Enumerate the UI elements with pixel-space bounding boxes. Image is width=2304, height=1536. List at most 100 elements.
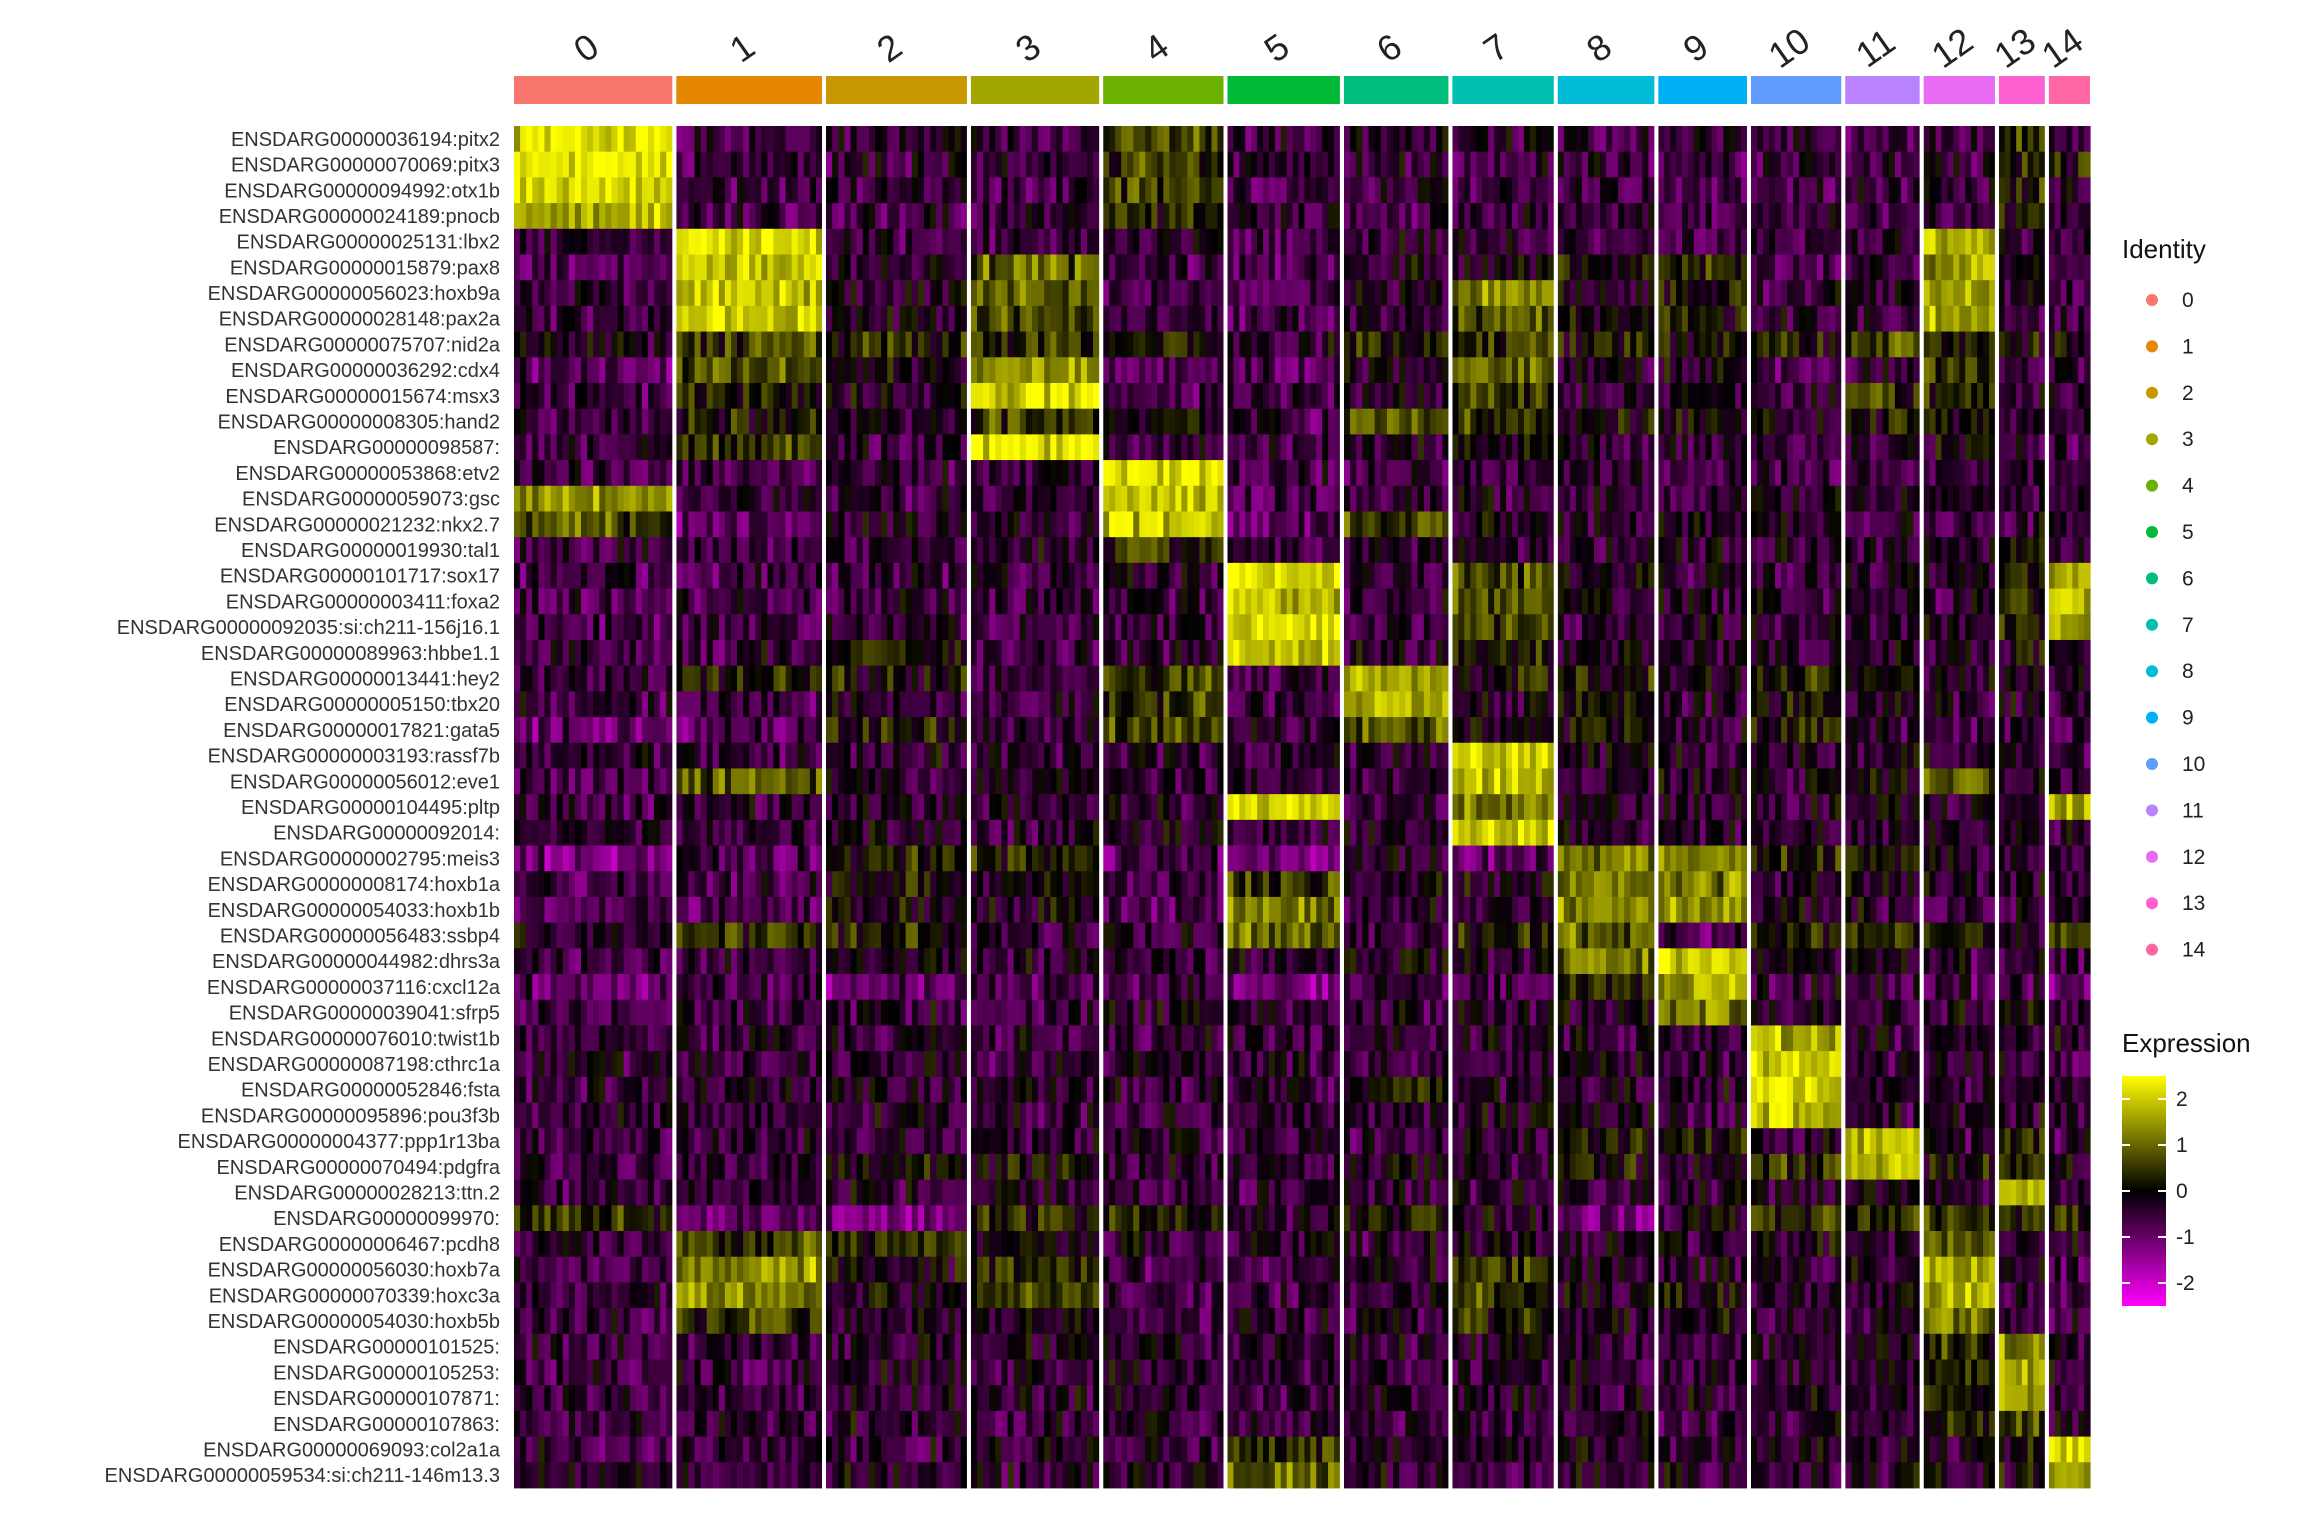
- heat-cell: [1845, 1231, 1921, 1258]
- heat-cell: [970, 1308, 1100, 1335]
- heat-cell: [1998, 434, 2046, 461]
- heat-cell: [1751, 1128, 1842, 1155]
- heat-cell: [1751, 1256, 1842, 1283]
- heat-cell: [1452, 485, 1555, 512]
- heat-cell: [514, 126, 673, 153]
- heat-cell: [1751, 460, 1842, 487]
- identity-key-1: [2146, 340, 2158, 353]
- gene-label: ENSDARG00000056030:hoxb7a: [208, 1260, 501, 1282]
- heat-cell: [676, 665, 823, 692]
- heat-cell: [1751, 254, 1842, 281]
- heat-cell: [1923, 1256, 1996, 1283]
- heat-cell: [970, 1025, 1100, 1052]
- heat-cell: [826, 460, 968, 487]
- heat-cell: [1923, 974, 1996, 1001]
- cluster-separator: [1099, 124, 1104, 1490]
- heat-cell: [970, 1333, 1100, 1360]
- heat-cell: [1557, 305, 1655, 332]
- heat-cell: [1557, 1102, 1655, 1129]
- heat-cell: [826, 1385, 968, 1412]
- heat-cell: [676, 1256, 823, 1283]
- gene-label: ENSDARG00000059534:si:ch211-146m13.3: [105, 1465, 500, 1487]
- cluster-label-14: 14: [2034, 19, 2090, 76]
- heat-cell: [1998, 974, 2046, 1001]
- heat-cell: [514, 614, 673, 641]
- heat-cell: [970, 254, 1100, 281]
- heat-cell: [1103, 1462, 1225, 1489]
- heat-cell: [1343, 1436, 1450, 1463]
- heat-cell: [1751, 896, 1842, 924]
- heat-cell: [1658, 717, 1748, 744]
- heat-cell: [1658, 1025, 1748, 1052]
- heat-cell: [1658, 588, 1748, 615]
- gene-label: ENSDARG00000095896:pou3f3b: [201, 1105, 500, 1127]
- heat-cell: [2048, 177, 2091, 204]
- heat-cell: [970, 768, 1100, 795]
- heat-cell: [1658, 1256, 1748, 1283]
- heat-cell: [1452, 1153, 1555, 1181]
- heat-cell: [826, 151, 968, 178]
- identity-label-12: 12: [2182, 846, 2205, 869]
- heat-cell: [1923, 1436, 1996, 1463]
- identity-label-4: 4: [2182, 475, 2194, 498]
- heat-cell: [1227, 1179, 1341, 1206]
- heat-cell: [1343, 1256, 1450, 1283]
- heat-cell: [970, 1128, 1100, 1155]
- heat-cell: [676, 948, 823, 975]
- heat-cell: [1658, 511, 1748, 538]
- heat-cell: [1557, 691, 1655, 718]
- heat-cell: [1998, 999, 2046, 1026]
- heat-cell: [1923, 1282, 1996, 1309]
- heat-cell: [514, 922, 673, 949]
- heat-cell: [2048, 691, 2091, 718]
- heat-cell: [1557, 254, 1655, 281]
- heat-cell: [1227, 151, 1341, 178]
- heat-cell: [1998, 819, 2046, 846]
- heat-cell: [676, 871, 823, 898]
- heat-cell: [514, 228, 673, 255]
- heat-cell: [1845, 1462, 1921, 1489]
- heat-cell: [1103, 974, 1225, 1001]
- heat-cell: [1998, 382, 2046, 410]
- gene-label: ENSDARG00000101525:: [273, 1337, 500, 1359]
- cluster-bar-12: [1923, 76, 1995, 104]
- heat-cell: [1452, 1256, 1555, 1283]
- heat-cell: [1557, 999, 1655, 1026]
- heat-cell: [1557, 768, 1655, 795]
- heat-cell: [1452, 1205, 1555, 1232]
- heat-cell: [1557, 819, 1655, 846]
- heat-cell: [676, 717, 823, 744]
- cluster-separator: [1994, 124, 1999, 1490]
- heat-cell: [514, 1025, 673, 1052]
- identity-label-3: 3: [2182, 428, 2194, 451]
- heat-cell: [1103, 177, 1225, 204]
- heat-cell: [1343, 665, 1450, 692]
- heat-cell: [514, 588, 673, 615]
- heat-cell: [826, 768, 968, 795]
- heat-cell: [1658, 1436, 1748, 1463]
- heat-cell: [2048, 254, 2091, 281]
- heat-cell: [1845, 511, 1921, 538]
- heat-cell: [1103, 1256, 1225, 1283]
- cluster-bar-14: [2048, 76, 2090, 104]
- gene-label: ENSDARG00000052846:fsta: [241, 1080, 501, 1102]
- heat-cell: [826, 1256, 968, 1283]
- heat-cell: [2048, 460, 2091, 487]
- heat-cell: [1658, 1308, 1748, 1335]
- heat-cell: [1845, 768, 1921, 795]
- heat-cell: [2048, 382, 2091, 410]
- heat-cell: [1343, 845, 1450, 872]
- heat-cell: [1923, 1076, 1996, 1103]
- heat-cell: [1923, 331, 1996, 358]
- heat-cell: [2048, 1153, 2091, 1181]
- heat-cell: [1452, 691, 1555, 718]
- heat-cell: [514, 1308, 673, 1335]
- heat-cell: [1103, 1205, 1225, 1232]
- cluster-bar-11: [1845, 76, 1920, 104]
- heat-cell: [1103, 1153, 1225, 1181]
- heat-cell: [1998, 151, 2046, 178]
- heat-cell: [1452, 845, 1555, 872]
- heat-cell: [1998, 126, 2046, 153]
- heat-cell: [514, 408, 673, 435]
- expression-tick-label: -1: [2176, 1226, 2195, 1249]
